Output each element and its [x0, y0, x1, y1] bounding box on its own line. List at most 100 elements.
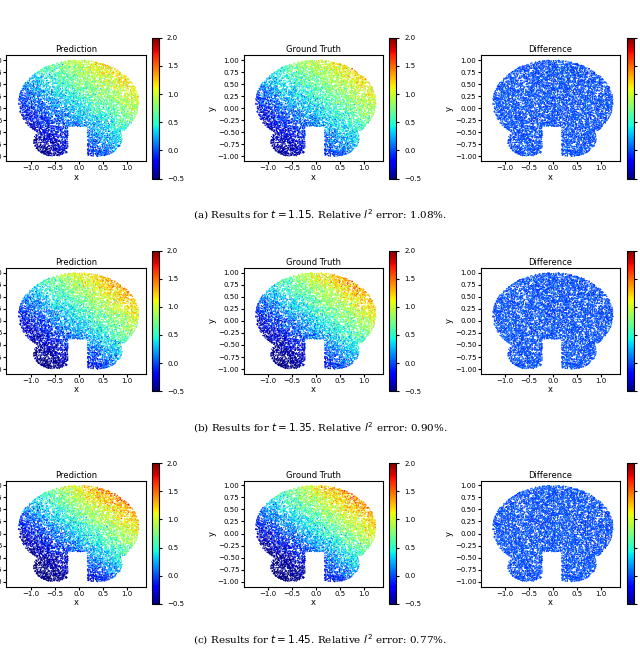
Point: [304, 72, 314, 82]
Point: [122, 308, 132, 318]
Point: [493, 88, 504, 98]
Point: [50, 77, 60, 88]
Point: [109, 521, 120, 531]
Point: [39, 346, 49, 357]
Point: [24, 78, 34, 89]
Point: [360, 101, 371, 111]
Point: [45, 288, 55, 299]
Point: [120, 287, 131, 298]
Point: [47, 331, 58, 341]
Point: [40, 574, 50, 585]
Point: [52, 78, 62, 89]
Point: [297, 319, 307, 329]
Point: [586, 493, 596, 503]
Point: [586, 294, 596, 304]
Point: [528, 84, 538, 94]
Point: [567, 312, 577, 322]
Point: [544, 332, 554, 342]
Point: [35, 331, 45, 342]
Point: [330, 567, 340, 577]
Point: [339, 552, 349, 562]
Point: [95, 68, 106, 78]
Point: [111, 551, 122, 562]
Point: [356, 110, 366, 120]
Point: [47, 350, 57, 361]
Point: [22, 529, 32, 540]
Point: [36, 361, 47, 371]
Point: [536, 64, 546, 74]
Point: [490, 529, 500, 539]
Point: [563, 301, 573, 311]
Point: [326, 359, 337, 369]
Point: [295, 359, 305, 370]
Point: [266, 73, 276, 83]
Point: [302, 279, 312, 289]
Point: [341, 285, 351, 296]
Point: [573, 128, 584, 138]
Point: [58, 294, 68, 305]
Point: [20, 83, 31, 94]
Point: [357, 507, 367, 518]
Point: [512, 328, 522, 339]
Point: [38, 541, 49, 551]
Point: [68, 81, 79, 91]
Point: [517, 542, 527, 553]
Point: [57, 528, 67, 538]
Point: [265, 122, 275, 132]
Point: [578, 107, 588, 117]
Point: [84, 97, 94, 107]
Point: [131, 96, 141, 107]
Point: [489, 307, 499, 318]
Point: [45, 145, 55, 156]
Point: [556, 67, 566, 77]
Point: [578, 321, 588, 331]
Point: [520, 146, 530, 156]
Point: [44, 546, 54, 557]
Point: [68, 98, 79, 109]
Point: [328, 482, 338, 493]
Point: [29, 529, 39, 539]
Point: [509, 314, 519, 325]
Point: [304, 326, 314, 336]
Point: [343, 298, 353, 308]
Point: [511, 572, 522, 583]
Point: [266, 516, 276, 527]
Point: [545, 92, 556, 103]
Point: [549, 523, 559, 534]
Point: [288, 137, 298, 148]
Point: [340, 138, 351, 148]
Point: [22, 539, 32, 549]
Point: [580, 123, 591, 133]
Point: [291, 566, 301, 577]
Point: [529, 547, 539, 558]
Point: [527, 337, 538, 347]
Point: [337, 512, 347, 523]
Point: [132, 314, 142, 324]
Point: [364, 535, 374, 546]
Point: [341, 551, 351, 562]
Point: [325, 84, 335, 94]
Point: [347, 339, 357, 349]
Point: [291, 561, 301, 572]
Point: [274, 553, 284, 563]
Point: [40, 563, 51, 574]
Point: [595, 527, 605, 538]
Point: [571, 150, 581, 161]
Point: [61, 516, 71, 527]
Point: [575, 122, 585, 132]
Point: [33, 76, 43, 87]
Point: [86, 114, 97, 124]
Point: [365, 504, 375, 514]
Point: [22, 506, 32, 517]
Point: [47, 349, 58, 359]
Point: [555, 504, 565, 514]
Point: [285, 136, 295, 146]
Point: [532, 74, 542, 84]
Point: [101, 89, 111, 99]
Point: [344, 544, 355, 554]
Point: [98, 540, 108, 551]
Point: [100, 299, 111, 310]
Point: [600, 106, 611, 117]
Point: [493, 314, 503, 325]
Point: [306, 488, 316, 498]
